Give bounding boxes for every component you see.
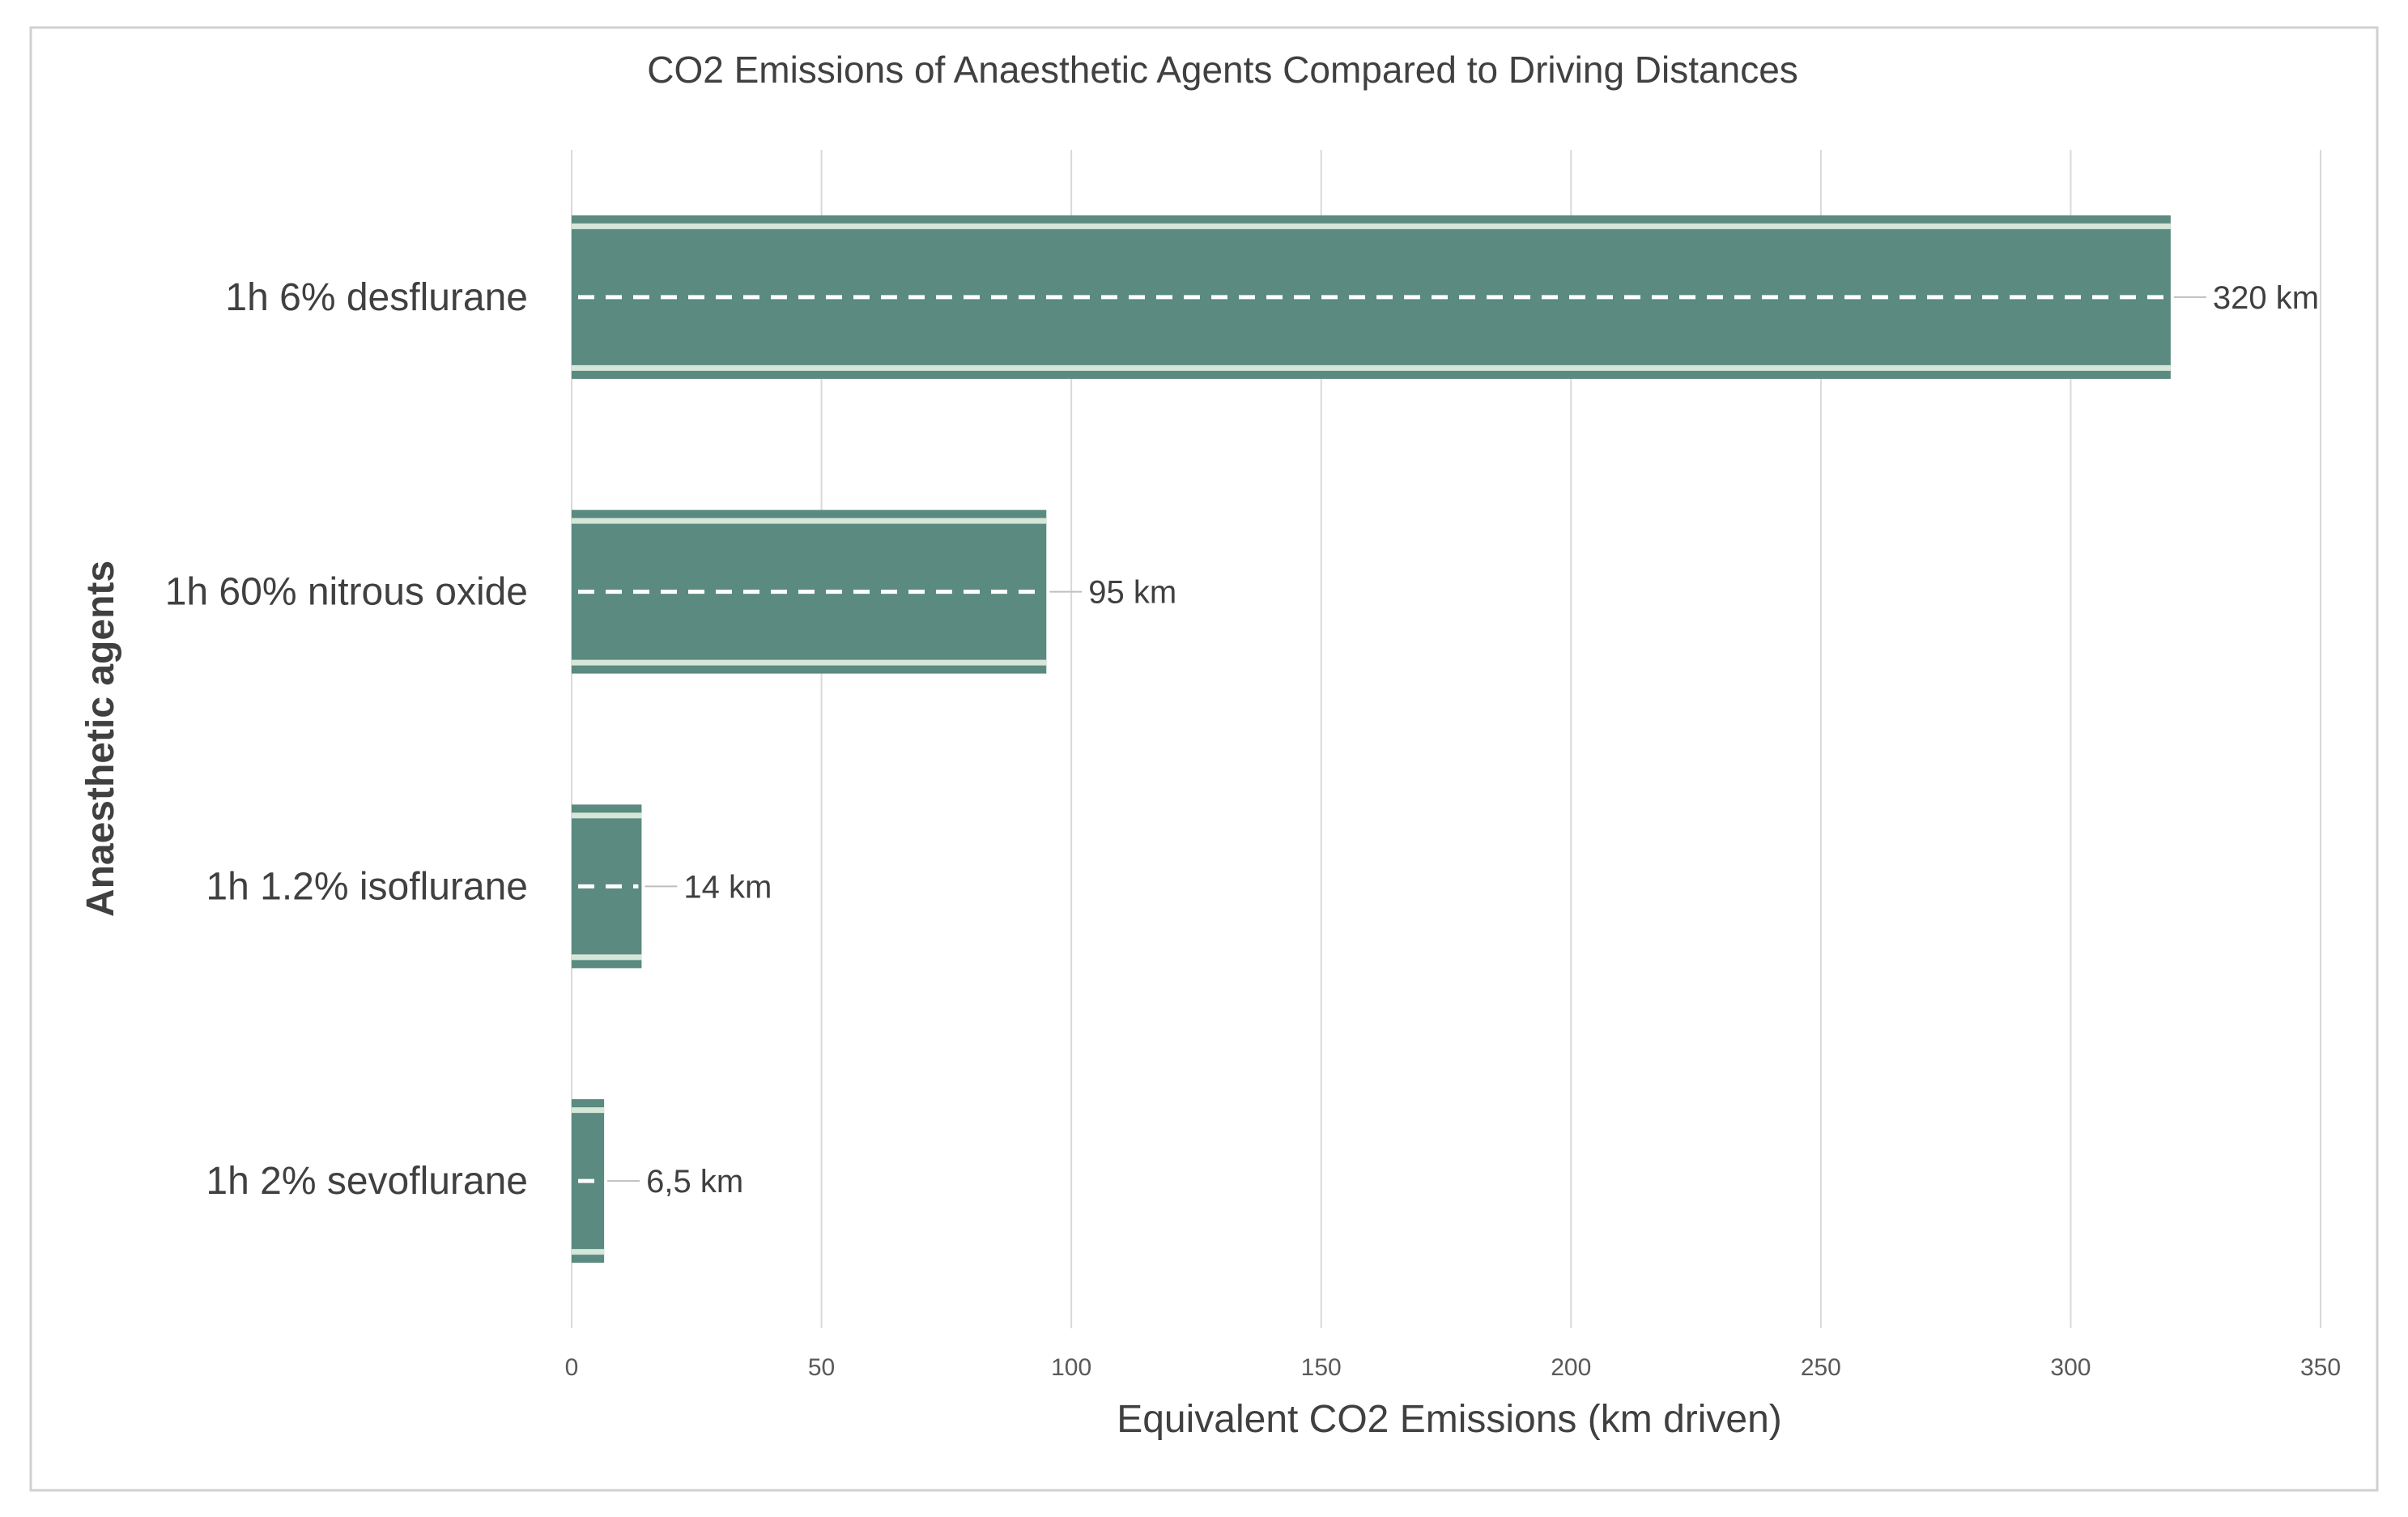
category-label: 1h 60% nitrous oxide [165, 571, 528, 614]
data-labels: 320 km 95 km 14 km 6,5 km [607, 280, 2319, 1200]
bar-edge-stripe [572, 659, 1047, 666]
bar-edge-stripe [572, 954, 642, 961]
bars [572, 215, 2171, 1263]
x-tick-label: 100 [1051, 1354, 1091, 1381]
x-axis-title: Equivalent CO2 Emissions (km driven) [1117, 1398, 1782, 1441]
bar-edge-stripe [572, 812, 642, 819]
x-tick-label: 50 [808, 1354, 835, 1381]
bar-edge-stripe [572, 1107, 605, 1114]
x-tick-label: 200 [1551, 1354, 1591, 1381]
data-label: 320 km [2213, 280, 2319, 316]
category-label: 1h 1.2% isoflurane [206, 865, 528, 908]
category-label: 1h 2% sevoflurane [206, 1160, 528, 1203]
x-tick-label: 350 [2300, 1354, 2341, 1381]
axes: 0 50 100 150 200 250 300 350 1h 6% desflurane 1h … [165, 276, 2341, 1381]
x-tick-label: 150 [1301, 1354, 1342, 1381]
x-tick-label: 250 [1801, 1354, 1841, 1381]
bar [572, 509, 1047, 674]
x-tick-label: 0 [565, 1354, 579, 1381]
bar [572, 804, 642, 969]
bar [572, 1099, 605, 1263]
data-label: 6,5 km [646, 1164, 743, 1200]
chart-title: CO2 Emissions of Anaesthetic Agents Comp… [647, 49, 1798, 91]
y-axis-title: Anaesthetic agents [79, 560, 122, 917]
data-label: 14 km [683, 869, 772, 905]
bar-edge-stripe [572, 1249, 605, 1255]
x-tick-label: 300 [2050, 1354, 2091, 1381]
bar-edge-stripe [572, 518, 1047, 524]
data-label: 95 km [1088, 575, 1176, 611]
bar [572, 215, 2171, 379]
category-label: 1h 6% desflurane [225, 276, 528, 319]
bar-edge-stripe [572, 223, 2171, 229]
bar-edge-stripe [572, 364, 2171, 371]
